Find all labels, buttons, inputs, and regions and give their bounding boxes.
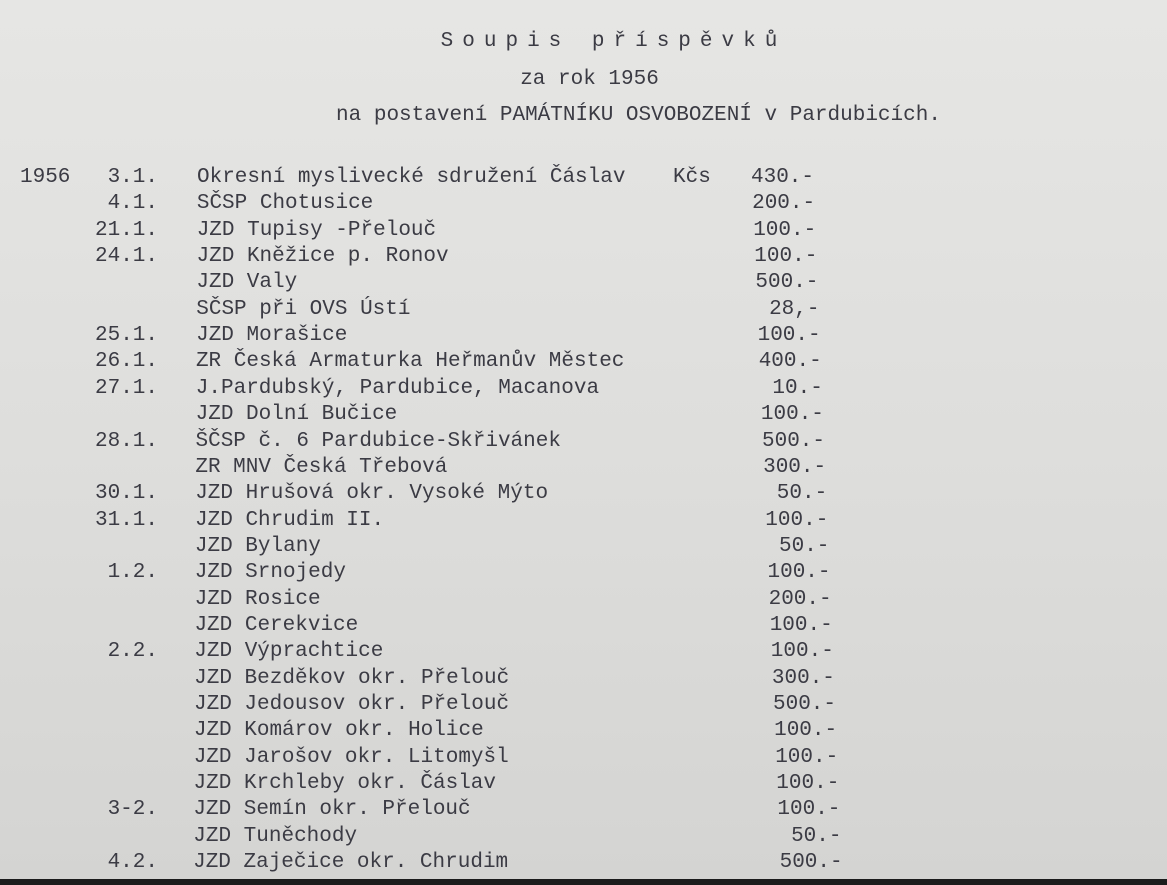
amount: 500.- xyxy=(779,851,843,875)
date: 4.1. xyxy=(107,192,158,216)
amount: 100.- xyxy=(765,508,829,532)
purpose: na postavení PAMÁTNÍKU OSVOBOZENÍ v Pard… xyxy=(336,104,941,127)
date: 4.2. xyxy=(107,851,158,875)
date: 31.1. xyxy=(94,508,158,532)
name: JZD Morašice xyxy=(196,324,348,348)
name: JZD Cerekvice xyxy=(194,613,359,637)
name: JZD Semín okr. Přelouč xyxy=(193,798,471,822)
name: JZD Chrudim II. xyxy=(195,508,385,532)
name: JZD Komárov okr. Holice xyxy=(193,719,484,743)
name: JZD Jarošov okr. Litomyšl xyxy=(193,745,509,769)
name: JZD Valy xyxy=(196,271,298,295)
amount: 500.- xyxy=(772,693,836,716)
amount: 500.- xyxy=(761,429,825,453)
date: 2.2. xyxy=(107,640,158,664)
name: J.Pardubský, Pardubice, Macanova xyxy=(195,376,600,400)
title: Soupis příspěvků xyxy=(440,30,787,53)
amount: 300.- xyxy=(771,666,835,690)
name: JZD Tupisy -Přelouč xyxy=(196,218,437,242)
amount: 200.- xyxy=(768,587,832,611)
name: JZD Bylany xyxy=(194,534,321,558)
amount: 100.- xyxy=(777,798,841,822)
date: 3.1. xyxy=(107,166,158,189)
date: 28.1. xyxy=(94,429,158,453)
amount: 400.- xyxy=(758,350,822,374)
name: Okresní myslivecké sdružení Čáslav xyxy=(197,166,626,189)
date: 21.1. xyxy=(94,218,158,242)
amount: 50.- xyxy=(791,824,842,848)
amount: 100.- xyxy=(774,719,838,743)
name: ZR Česká Armaturka Heřmanův Městec xyxy=(195,350,625,374)
amount: 100.- xyxy=(767,561,831,585)
amount: 28,- xyxy=(769,297,820,321)
date: 1.2. xyxy=(107,561,158,585)
amount: 100.- xyxy=(754,245,818,269)
currency: Kčs xyxy=(673,166,711,189)
name: JZD Dolní Bučice xyxy=(195,403,398,427)
amount: 50.- xyxy=(776,482,828,506)
amount: 50.- xyxy=(778,534,830,558)
amount: 10.- xyxy=(772,376,823,400)
subtitle: za rok 1956 xyxy=(520,68,659,91)
name: ZR MNV Česká Třebová xyxy=(195,455,448,479)
amount: 100.- xyxy=(769,613,833,637)
amount: 100.- xyxy=(770,640,834,664)
date: 26.1. xyxy=(94,350,158,374)
date: 30.1. xyxy=(94,482,158,506)
amount: 300.- xyxy=(763,455,827,479)
amount: 500.- xyxy=(755,271,819,295)
name: JZD Hrušová okr. Vysoké Mýto xyxy=(195,482,549,506)
date: 27.1. xyxy=(94,376,158,400)
name: JZD Srnojedy xyxy=(194,561,346,585)
name: SČSP při OVS Ústí xyxy=(196,297,411,321)
name: JZD Jedousov okr. Přelouč xyxy=(194,693,510,716)
amount: 100.- xyxy=(760,403,824,427)
amount: 100.- xyxy=(776,772,840,796)
name: ŠČSP č. 6 Pardubice-Skřivánek xyxy=(195,429,561,453)
amount: 100.- xyxy=(757,324,821,348)
name: JZD Kněžice p. Ronov xyxy=(196,245,449,269)
amount: 200.- xyxy=(752,192,816,216)
name: JZD Krchleby okr. Čáslav xyxy=(193,772,496,796)
scan-edge xyxy=(0,879,1167,885)
amount: 100.- xyxy=(775,745,839,769)
name: JZD Zaječice okr. Chrudim xyxy=(193,851,509,875)
date: 3-2. xyxy=(107,798,158,822)
date: 25.1. xyxy=(94,324,158,348)
name: SČSP Chotusice xyxy=(196,192,374,216)
year: 1956 xyxy=(20,166,71,189)
name: JZD Tuněchody xyxy=(193,824,358,848)
amount: 100.- xyxy=(753,218,817,242)
amount: 430.- xyxy=(750,166,814,189)
name: JZD Bezděkov okr. Přelouč xyxy=(194,666,510,690)
name: JZD Rosice xyxy=(194,587,321,611)
date: 24.1. xyxy=(94,245,158,269)
name: JZD Výprachtice xyxy=(194,640,384,664)
